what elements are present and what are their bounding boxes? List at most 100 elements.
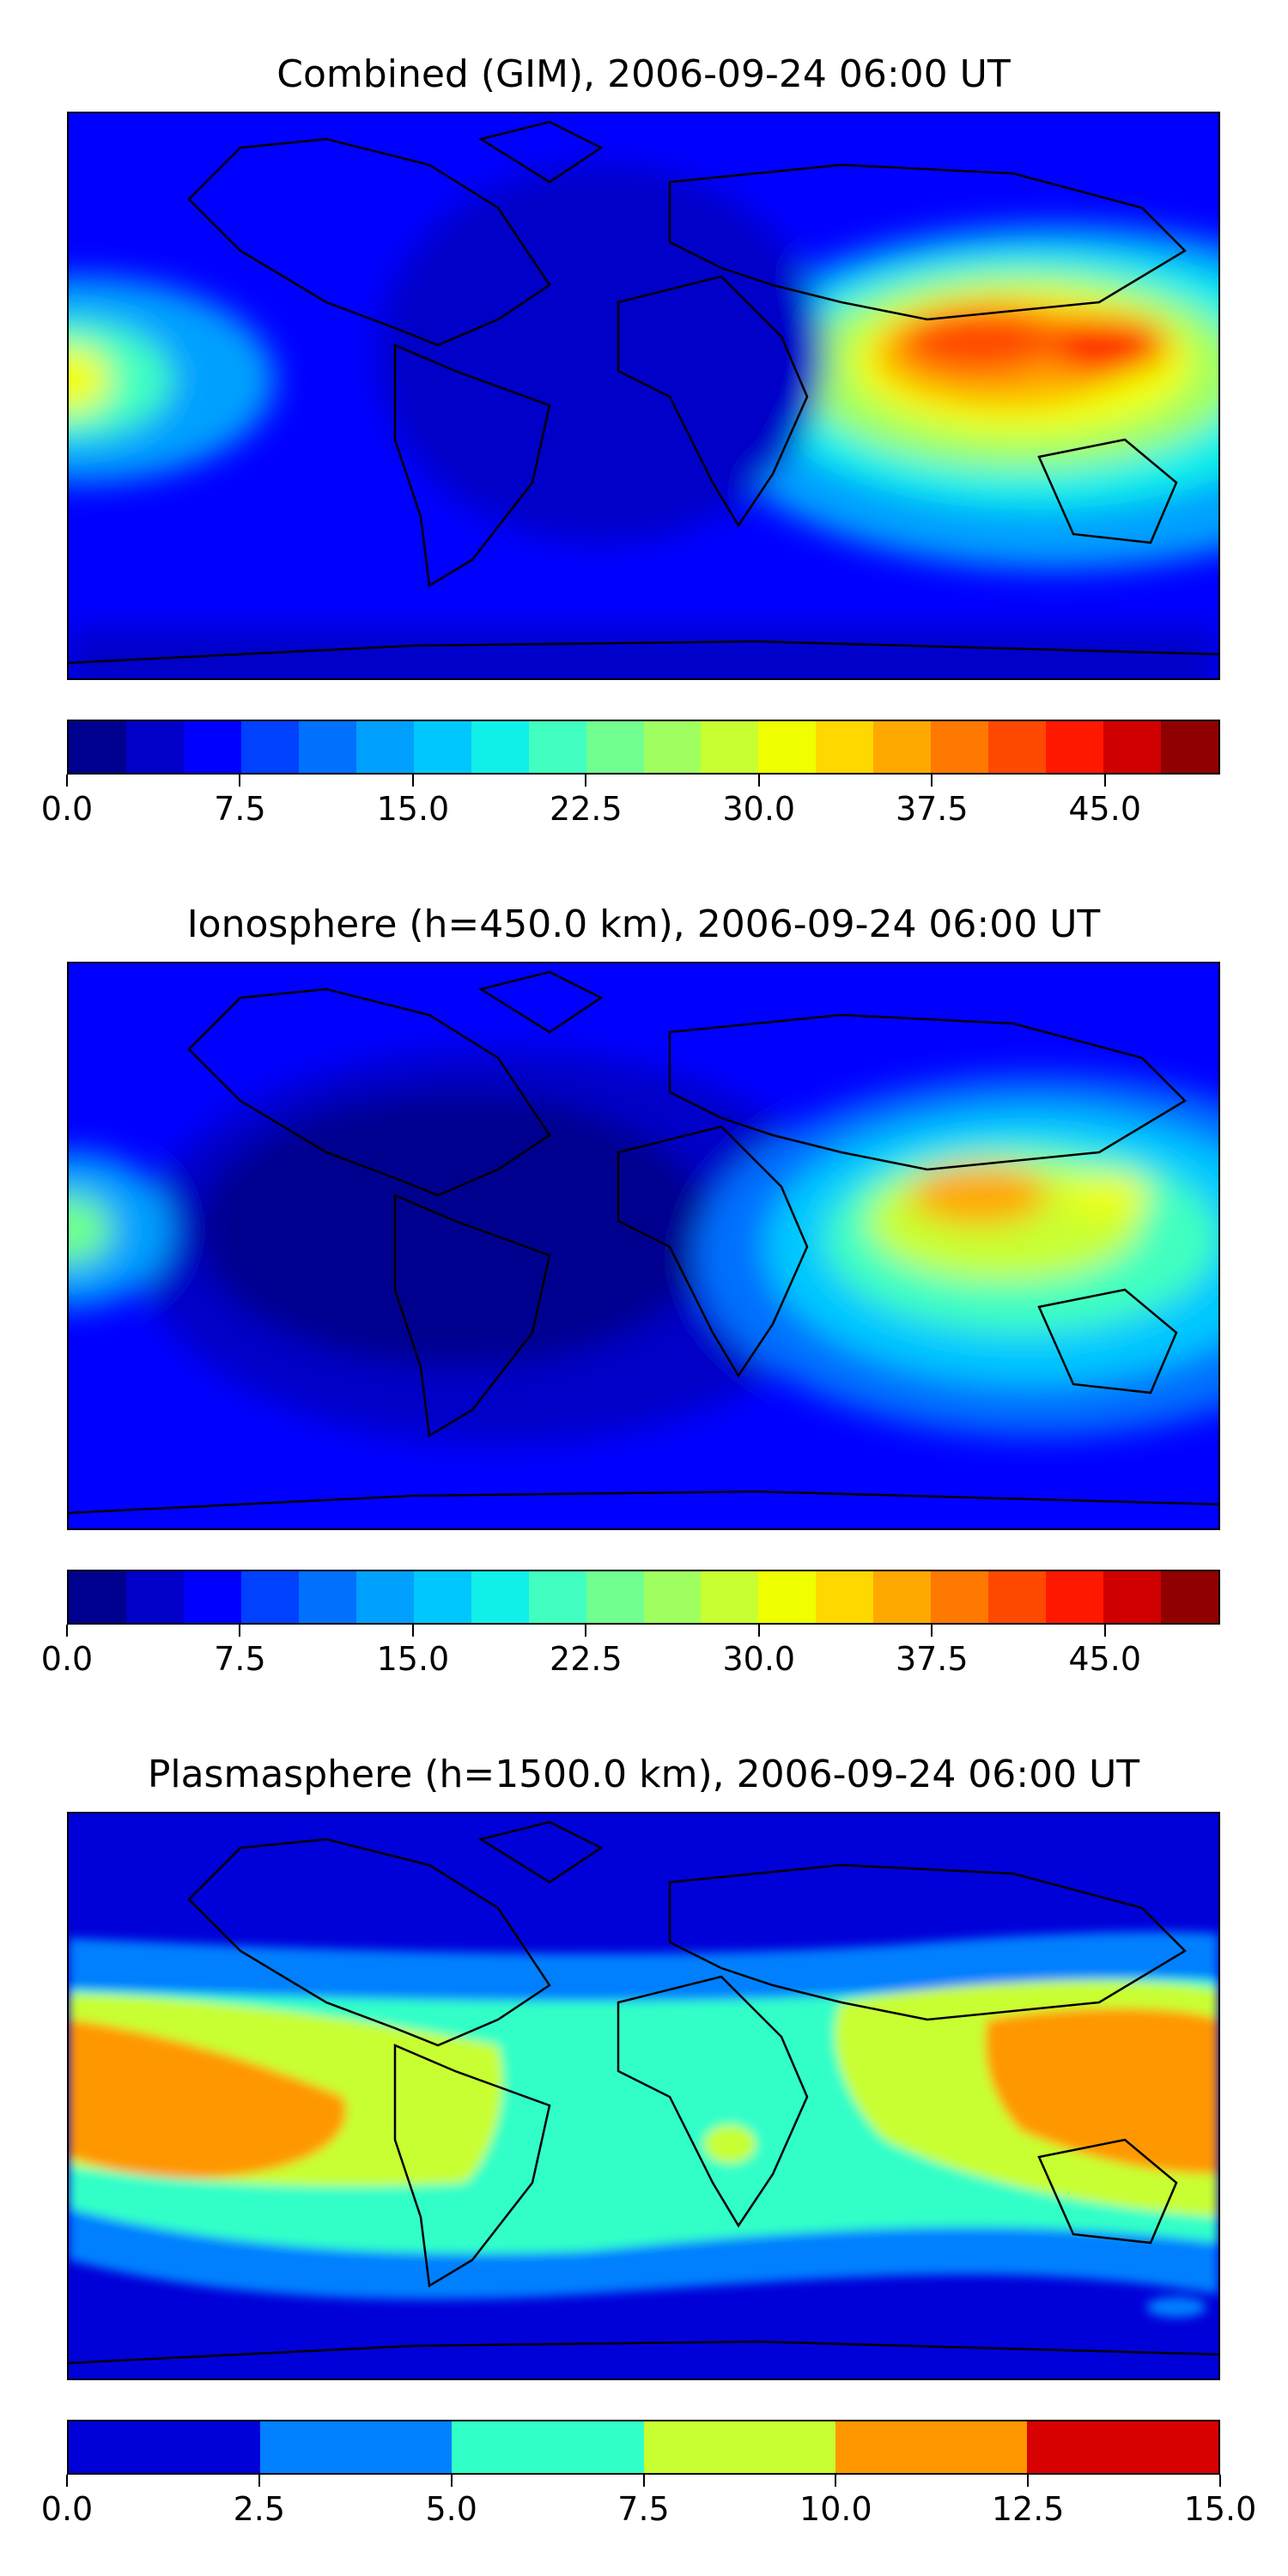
colorbar-swatch xyxy=(643,2421,835,2473)
colorbar-swatch xyxy=(69,2421,261,2473)
colorbar-tick-label: 7.5 xyxy=(214,1640,266,1678)
colorbar-tick-label: 37.5 xyxy=(895,1640,969,1678)
coastlines xyxy=(69,1820,1218,2365)
colorbar-tick xyxy=(642,2475,645,2487)
colorbar-tick xyxy=(258,2475,260,2487)
colorbar-swatch xyxy=(988,1571,1047,1623)
colorbar-swatch xyxy=(931,721,989,773)
panel-3-map xyxy=(67,1812,1220,2380)
colorbar-swatch xyxy=(816,1571,874,1623)
colorbar-tick xyxy=(66,775,68,787)
coastlines xyxy=(69,970,1218,1515)
panel-1-map xyxy=(67,112,1220,680)
colorbar-tick-label: 15.0 xyxy=(376,790,450,828)
colorbar-swatch xyxy=(355,1571,414,1623)
colorbar-tick-label: 15.0 xyxy=(1183,2490,1257,2528)
colorbar-tick xyxy=(66,1625,68,1637)
colorbar-tick xyxy=(1027,2475,1030,2487)
colorbar-swatch xyxy=(1046,721,1104,773)
colorbar-tick xyxy=(585,1625,587,1637)
colorbar-tick xyxy=(585,775,587,787)
colorbar-tick xyxy=(757,1625,760,1637)
coastlines xyxy=(69,120,1218,665)
panel-3-title: Plasmasphere (h=1500.0 km), 2006-09-24 0… xyxy=(147,1753,1140,1796)
colorbar-tick xyxy=(450,2475,453,2487)
colorbar-tick-label: 2.5 xyxy=(233,2490,286,2528)
colorbar-swatch xyxy=(701,1571,759,1623)
colorbar-tick-label: 12.5 xyxy=(991,2490,1065,2528)
colorbar-swatch xyxy=(873,1571,932,1623)
panel-2-title: Ionosphere (h=450.0 km), 2006-09-24 06:0… xyxy=(186,902,1101,946)
colorbar-swatch xyxy=(835,2421,1027,2473)
colorbar-swatch xyxy=(931,1571,989,1623)
colorbar-tick-label: 15.0 xyxy=(376,1640,450,1678)
colorbar-swatch xyxy=(1161,721,1219,773)
colorbar-tick-label: 30.0 xyxy=(722,790,796,828)
colorbar-tick xyxy=(239,1625,241,1637)
colorbar-tick-label: 0.0 xyxy=(40,790,94,828)
colorbar-swatch xyxy=(452,2421,644,2473)
colorbar-swatch xyxy=(758,721,817,773)
colorbar-swatch xyxy=(528,721,586,773)
panel-2-colorbar-ticks: 0.0 7.5 15.0 22.5 30.0 37.5 45.0 xyxy=(41,1625,1220,1678)
colorbar-tick-label: 7.5 xyxy=(617,2490,670,2528)
colorbar-tick xyxy=(1103,1625,1106,1637)
colorbar-swatch xyxy=(1046,1571,1104,1623)
colorbar-tick-label: 45.0 xyxy=(1068,790,1141,828)
colorbar-swatch xyxy=(355,721,414,773)
colorbar-tick-label: 22.5 xyxy=(550,790,623,828)
colorbar-tick-label: 5.0 xyxy=(425,2490,477,2528)
colorbar-swatch xyxy=(471,1571,529,1623)
colorbar-tick-label: 30.0 xyxy=(722,1640,796,1678)
panel-1-colorbar xyxy=(67,720,1220,775)
colorbar-tick-label: 45.0 xyxy=(1068,1640,1141,1678)
colorbar-swatch xyxy=(183,721,241,773)
colorbar-tick xyxy=(757,775,760,787)
panel-2-map xyxy=(67,962,1220,1530)
panel-3-colorbar-ticks: 0.0 2.5 5.0 7.5 10.0 12.5 15.0 xyxy=(41,2475,1256,2528)
colorbar-swatch xyxy=(240,1571,299,1623)
colorbar-tick xyxy=(835,2475,837,2487)
colorbar-swatch xyxy=(1161,1571,1219,1623)
colorbar-swatch xyxy=(643,1571,702,1623)
colorbar-tick-label: 22.5 xyxy=(550,1640,623,1678)
colorbar-swatch xyxy=(816,721,874,773)
colorbar-swatch xyxy=(298,721,356,773)
colorbar-swatch xyxy=(69,1571,126,1623)
panel-1-title: Combined (GIM), 2006-09-24 06:00 UT xyxy=(276,52,1011,96)
colorbar-tick xyxy=(931,1625,933,1637)
colorbar-tick-label: 37.5 xyxy=(895,790,969,828)
colorbar-swatch xyxy=(586,1571,644,1623)
colorbar-swatch xyxy=(413,1571,471,1623)
colorbar-swatch xyxy=(1026,2421,1219,2473)
colorbar-tick xyxy=(411,1625,414,1637)
colorbar-swatch xyxy=(298,1571,356,1623)
colorbar-swatch xyxy=(183,1571,241,1623)
colorbar-swatch xyxy=(125,721,184,773)
colorbar-swatch xyxy=(471,721,529,773)
colorbar-swatch xyxy=(69,721,126,773)
colorbar-tick-label: 0.0 xyxy=(40,2490,94,2528)
colorbar-swatch xyxy=(1103,721,1162,773)
colorbar-tick xyxy=(1103,775,1106,787)
colorbar-tick xyxy=(411,775,414,787)
colorbar-swatch xyxy=(240,721,299,773)
colorbar-swatch xyxy=(873,721,932,773)
panel-3-colorbar xyxy=(67,2420,1220,2475)
colorbar-swatch xyxy=(260,2421,453,2473)
colorbar-tick-label: 10.0 xyxy=(799,2490,872,2528)
colorbar-swatch xyxy=(758,1571,817,1623)
colorbar-tick-label: 0.0 xyxy=(40,1640,94,1678)
colorbar-tick xyxy=(1219,2475,1221,2487)
colorbar-tick-label: 7.5 xyxy=(214,790,266,828)
colorbar-swatch xyxy=(701,721,759,773)
panel-1-colorbar-ticks: 0.0 7.5 15.0 22.5 30.0 37.5 45.0 xyxy=(41,775,1220,828)
colorbar-tick xyxy=(66,2475,68,2487)
panel-2-colorbar xyxy=(67,1570,1220,1625)
colorbar-swatch xyxy=(643,721,702,773)
colorbar-swatch xyxy=(413,721,471,773)
colorbar-swatch xyxy=(988,721,1047,773)
colorbar-swatch xyxy=(125,1571,184,1623)
colorbar-tick xyxy=(239,775,241,787)
colorbar-swatch xyxy=(1103,1571,1162,1623)
